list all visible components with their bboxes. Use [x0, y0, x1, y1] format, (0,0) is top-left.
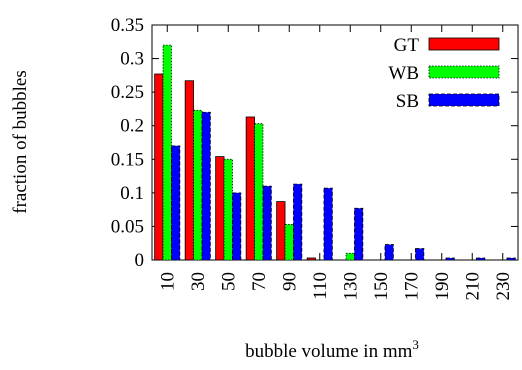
- x-tick-label: 50: [218, 272, 239, 291]
- bar-gt-90: [276, 201, 286, 261]
- x-tick-label: 30: [188, 272, 209, 291]
- x-axis-label-superscript: 3: [412, 337, 419, 352]
- y-tick-label: 0.15: [111, 149, 144, 170]
- y-axis: 0 0.05 0.1 0.15 0.2 0.25 0.3 0.35: [111, 15, 518, 271]
- bar-sb-170: [415, 248, 425, 261]
- plot-frame: [151, 24, 519, 261]
- bar-sb-130: [354, 207, 364, 261]
- bar-wb-30: [193, 109, 203, 261]
- bar-wb-90: [284, 224, 294, 261]
- y-tick-label: 0.25: [111, 82, 144, 103]
- bar-wb-70: [254, 123, 264, 261]
- y-axis-label: fraction of bubbles: [10, 70, 31, 214]
- legend-swatch-gt: [428, 37, 500, 51]
- bar-sb-230: [506, 257, 516, 261]
- bar-gt-70: [245, 116, 255, 261]
- bar-gt-30: [184, 80, 194, 261]
- bar-sb-70: [262, 185, 272, 261]
- legend-label-wb: WB: [388, 63, 419, 84]
- bar-wb-50: [223, 158, 233, 261]
- x-axis: 10 30 50 70 90 110 130 150 170 190 210 230: [157, 25, 514, 301]
- bar-sb-50: [232, 192, 242, 261]
- bars: [154, 44, 516, 261]
- legend: GT WB SB: [388, 35, 500, 112]
- x-tick-label: 70: [249, 272, 270, 291]
- y-tick-label: 0.3: [120, 49, 144, 70]
- bar-wb-130: [345, 252, 355, 261]
- y-tick-label: 0.05: [111, 216, 144, 237]
- x-tick-label: 210: [462, 272, 483, 301]
- x-tick-label: 110: [310, 272, 331, 300]
- bar-sb-150: [384, 244, 394, 261]
- bar-gt-10: [154, 73, 164, 261]
- x-axis-label: bubble volume in mm3: [245, 337, 419, 362]
- legend-swatch-wb: [428, 65, 500, 79]
- bar-sb-190: [445, 257, 455, 261]
- x-axis-label-text: bubble volume in mm: [245, 341, 413, 362]
- y-tick-label: 0.2: [120, 116, 144, 137]
- y-tick-label: 0: [135, 250, 145, 271]
- x-tick-label: 90: [279, 272, 300, 291]
- bar-sb-10: [171, 145, 181, 261]
- x-tick-label: 190: [432, 272, 453, 301]
- bar-sb-90: [293, 183, 303, 261]
- legend-label-gt: GT: [394, 35, 420, 56]
- x-tick-label: 230: [493, 272, 514, 301]
- y-tick-label: 0.35: [111, 15, 144, 36]
- bar-sb-30: [201, 111, 211, 261]
- x-tick-label: 130: [340, 272, 361, 301]
- bar-gt-110: [306, 257, 316, 261]
- bar-wb-10: [162, 44, 172, 261]
- x-tick-label: 170: [401, 272, 422, 301]
- legend-label-sb: SB: [396, 91, 419, 112]
- legend-swatch-sb: [428, 93, 500, 107]
- bar-gt-50: [215, 156, 225, 261]
- y-tick-label: 0.1: [120, 183, 144, 204]
- x-tick-label: 150: [371, 272, 392, 301]
- bar-sb-210: [476, 257, 486, 261]
- x-tick-label: 10: [157, 272, 178, 291]
- bar-sb-110: [323, 187, 333, 261]
